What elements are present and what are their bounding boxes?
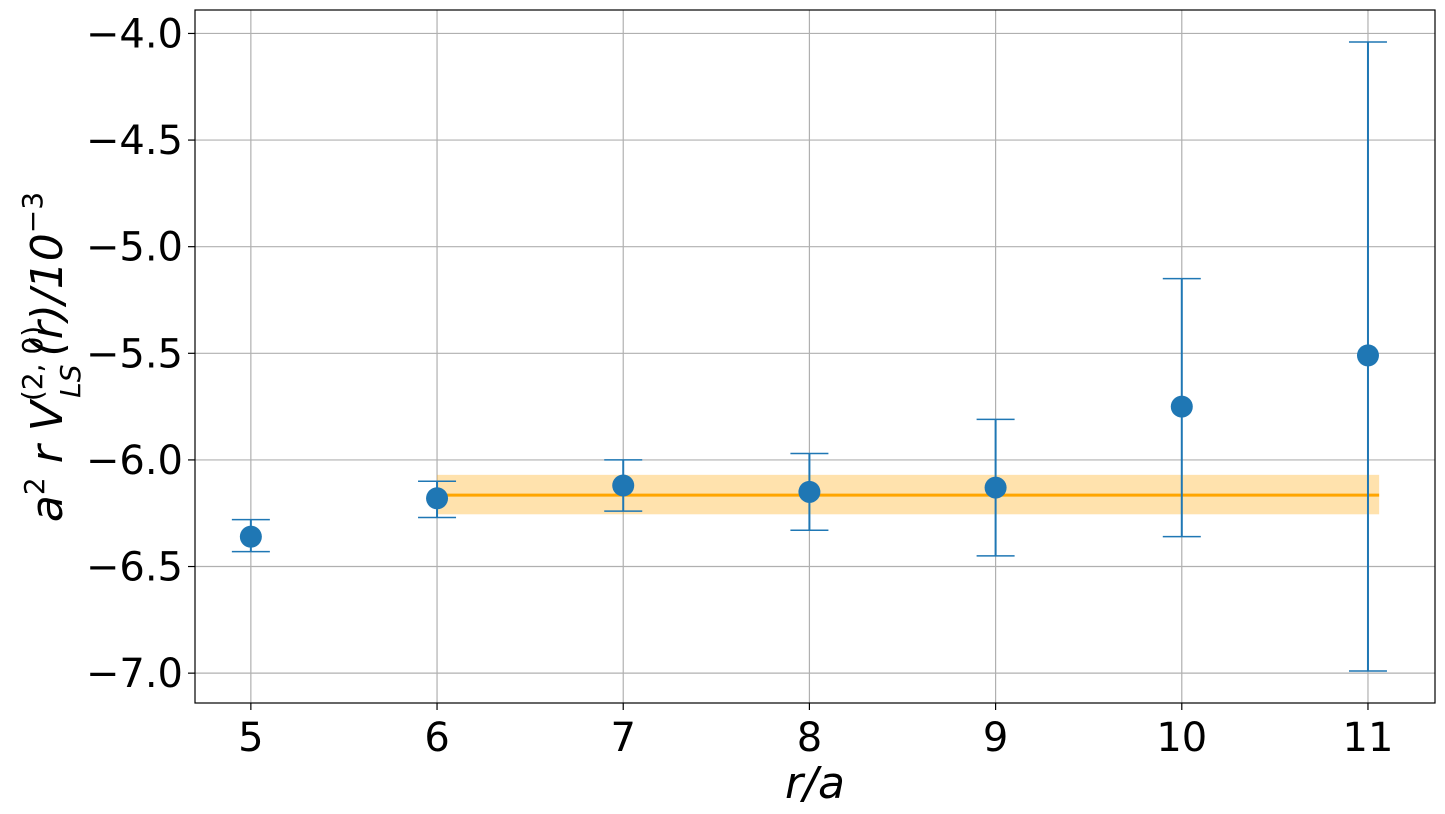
x-tick-label: 5 (238, 715, 263, 761)
y-label-sup: (2, 0) (16, 326, 49, 401)
x-tick-label: 8 (797, 715, 822, 761)
data-point (426, 487, 449, 510)
y-label-suffix-sup: −3 (16, 192, 49, 233)
y-tick-label: −5.0 (86, 225, 183, 271)
y-tick-label: −6.5 (86, 545, 183, 591)
y-tick-label: −7.0 (86, 651, 183, 697)
y-ticks: −7.0 −6.5 −6.0 −5.5 −5.0 −4.5 −4.0 (86, 11, 195, 697)
data-point (1170, 395, 1193, 418)
x-tick-label: 11 (1343, 715, 1394, 761)
x-tick-label: 6 (424, 715, 449, 761)
data-point (239, 525, 262, 548)
data-point (984, 476, 1007, 499)
x-tick-label: 10 (1156, 715, 1207, 761)
y-label-mid: r V (22, 398, 73, 477)
x-axis-label: r/a (785, 758, 845, 809)
x-tick-label: 7 (611, 715, 636, 761)
data-point (612, 474, 635, 497)
y-label-suffix: (r)/10 (22, 233, 73, 356)
data-points (239, 344, 1379, 548)
y-tick-label: −6.0 (86, 438, 183, 484)
x-ticks: 5 6 7 8 9 10 11 (238, 703, 1393, 761)
data-point (798, 480, 821, 503)
y-tick-label: −4.5 (86, 118, 183, 164)
y-label-prefix: a (22, 495, 73, 522)
grid-lines (195, 10, 1435, 703)
y-tick-label: −5.5 (86, 331, 183, 377)
y-label-sub: LS (54, 364, 87, 397)
x-tick-label: 9 (983, 715, 1008, 761)
y-label-prefix-sup: 2 (18, 477, 51, 495)
y-axis-label: a2 r V(2, 0) LS (r)/10−3 (16, 192, 87, 522)
fit-layer (437, 474, 1380, 515)
y-tick-label: −4.0 (86, 11, 183, 57)
data-point (1356, 344, 1379, 367)
plot-frame (194, 9, 1436, 704)
